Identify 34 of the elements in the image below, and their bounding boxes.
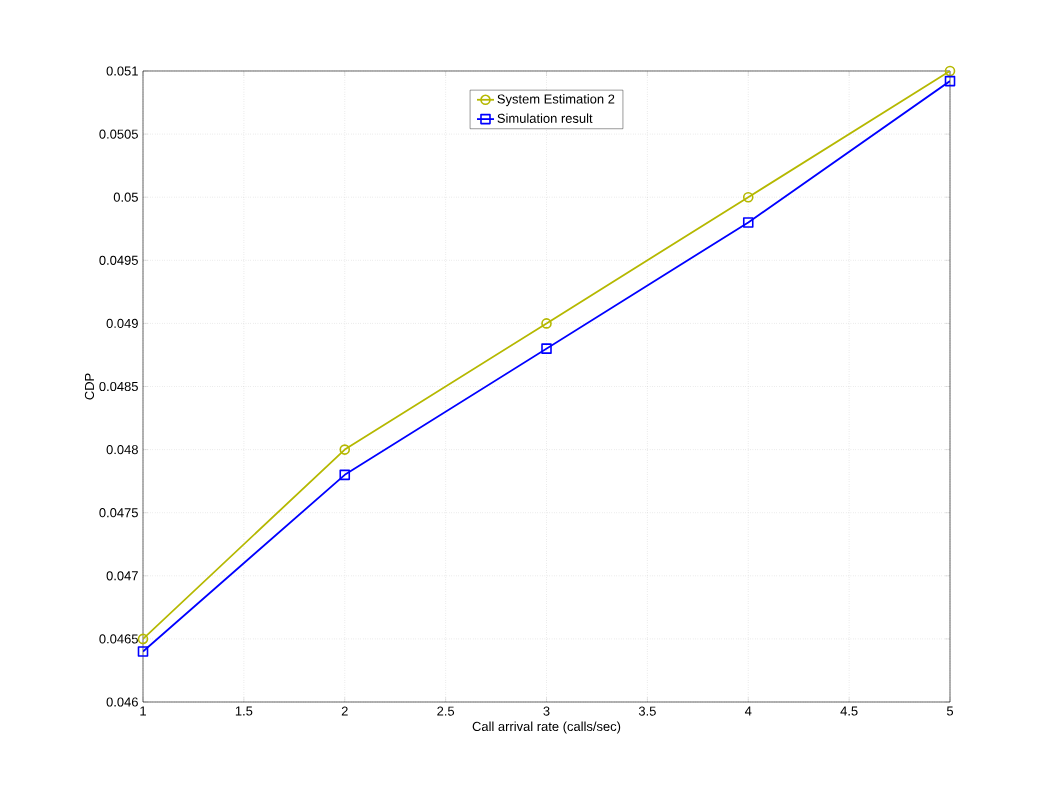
point [944,75,956,87]
y-tick-label: 0.048 [106,445,138,455]
legend-label: System Estimation 2 [497,94,615,107]
y-tick-label: 0.0495 [99,255,138,265]
y-tick-label: 0.0505 [99,129,138,139]
point [742,217,754,228]
x-axis-title: Call arrival rate (calls/sec) [472,721,621,734]
x-tick-label: 4.5 [840,706,858,716]
y-tick-label: 0.0465 [99,634,138,644]
point [339,469,351,481]
point [137,633,149,645]
x-tick-label: 4 [744,706,752,716]
y-tick-label: 0.047 [106,571,138,581]
point [541,318,552,329]
point [339,444,351,455]
y-tick-label: 0.046 [106,697,138,707]
legend-label: Simulation result [497,113,593,123]
y-tick-label: 0.05 [113,192,138,202]
x-tick-label: 2 [341,706,348,716]
point [944,65,956,77]
x-tick-label: 1.5 [235,706,253,716]
point [742,191,754,203]
y-tick-label: 0.0485 [99,381,138,392]
x-tick-label: 5 [946,706,954,716]
y-tick-label: 0.049 [106,318,138,328]
y-tick-label: 0.0475 [99,508,138,518]
point [137,646,149,657]
y-tick-label: 0.051 [106,66,138,76]
y-axis-title: CDP [84,373,95,400]
x-tick-label: 3.5 [638,706,656,716]
x-tick-label: 3 [543,706,550,716]
x-tick-label: 2.5 [437,706,455,716]
x-tick-label: 1 [140,706,146,716]
point [541,343,552,354]
